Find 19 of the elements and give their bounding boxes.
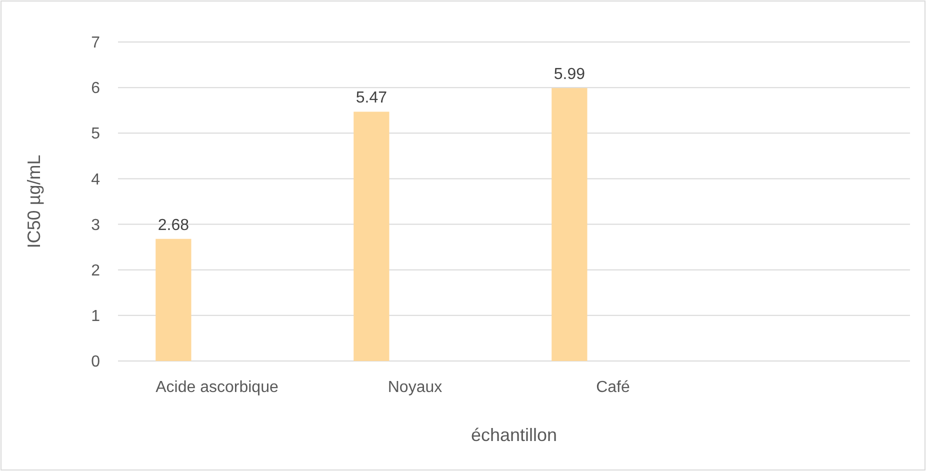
y-tick-label: 1 [91,308,100,326]
data-label: 2.68 [158,216,190,234]
bar [552,88,588,361]
y-tick-label: 3 [91,216,100,234]
data-label: 5.47 [356,90,388,107]
y-axis-title: IC50 µg/mL [24,154,44,248]
x-tick-label: Noyaux [388,379,442,396]
bar [156,238,192,361]
y-tick-label: 5 [91,126,100,143]
y-tick-label: 6 [91,80,100,98]
y-tick-label: 4 [91,171,100,188]
y-tick-label: 2 [91,262,100,280]
x-tick-label: Café [596,379,630,396]
data-label: 5.99 [554,66,586,84]
y-tick-label: 0 [91,354,100,371]
y-tick-label: 7 [91,34,100,52]
x-tick-label: Acide ascorbique [156,379,278,396]
x-axis-title: échantillon [470,425,558,445]
bar [354,112,390,361]
